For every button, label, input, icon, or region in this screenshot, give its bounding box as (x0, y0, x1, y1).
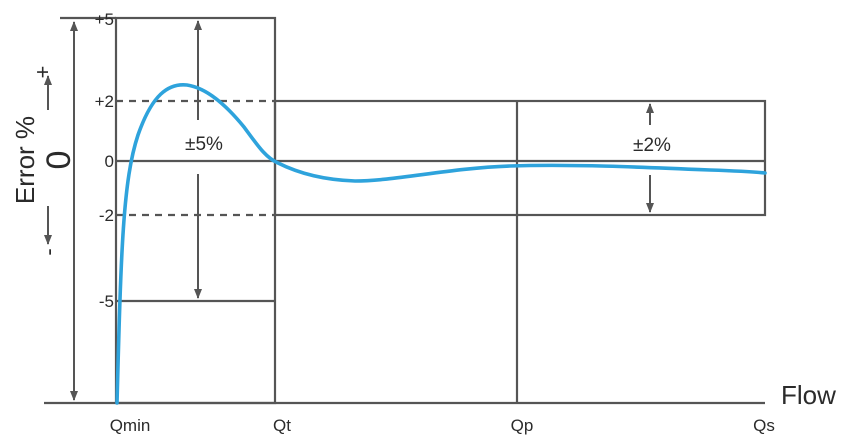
y-tick-minus2: -2 (99, 206, 114, 225)
y-tick-minus5: -5 (99, 292, 114, 311)
plus-sign: + (30, 66, 55, 79)
y-axis-title: Error % (10, 116, 40, 204)
x-tick-qs: Qs (753, 416, 775, 435)
error-curve (115, 83, 767, 405)
x-tick-qt: Qt (273, 416, 291, 435)
y-tick-zero: 0 (105, 152, 114, 171)
x-axis-title: Flow (781, 380, 836, 410)
low-flow-zone-frame (114, 16, 277, 405)
zero-label: 0 (40, 151, 78, 170)
x-tick-qmin: Qmin (110, 416, 151, 435)
y-tick-plus5: +5 (95, 10, 114, 29)
band-low-label: ±5% (185, 134, 223, 155)
minus-sign: - (36, 248, 61, 255)
band-high-label: ±2% (633, 135, 671, 156)
y-tick-plus2: +2 (95, 92, 114, 111)
x-tick-qp: Qp (511, 416, 534, 435)
high-flow-zone-frame (273, 99, 767, 217)
